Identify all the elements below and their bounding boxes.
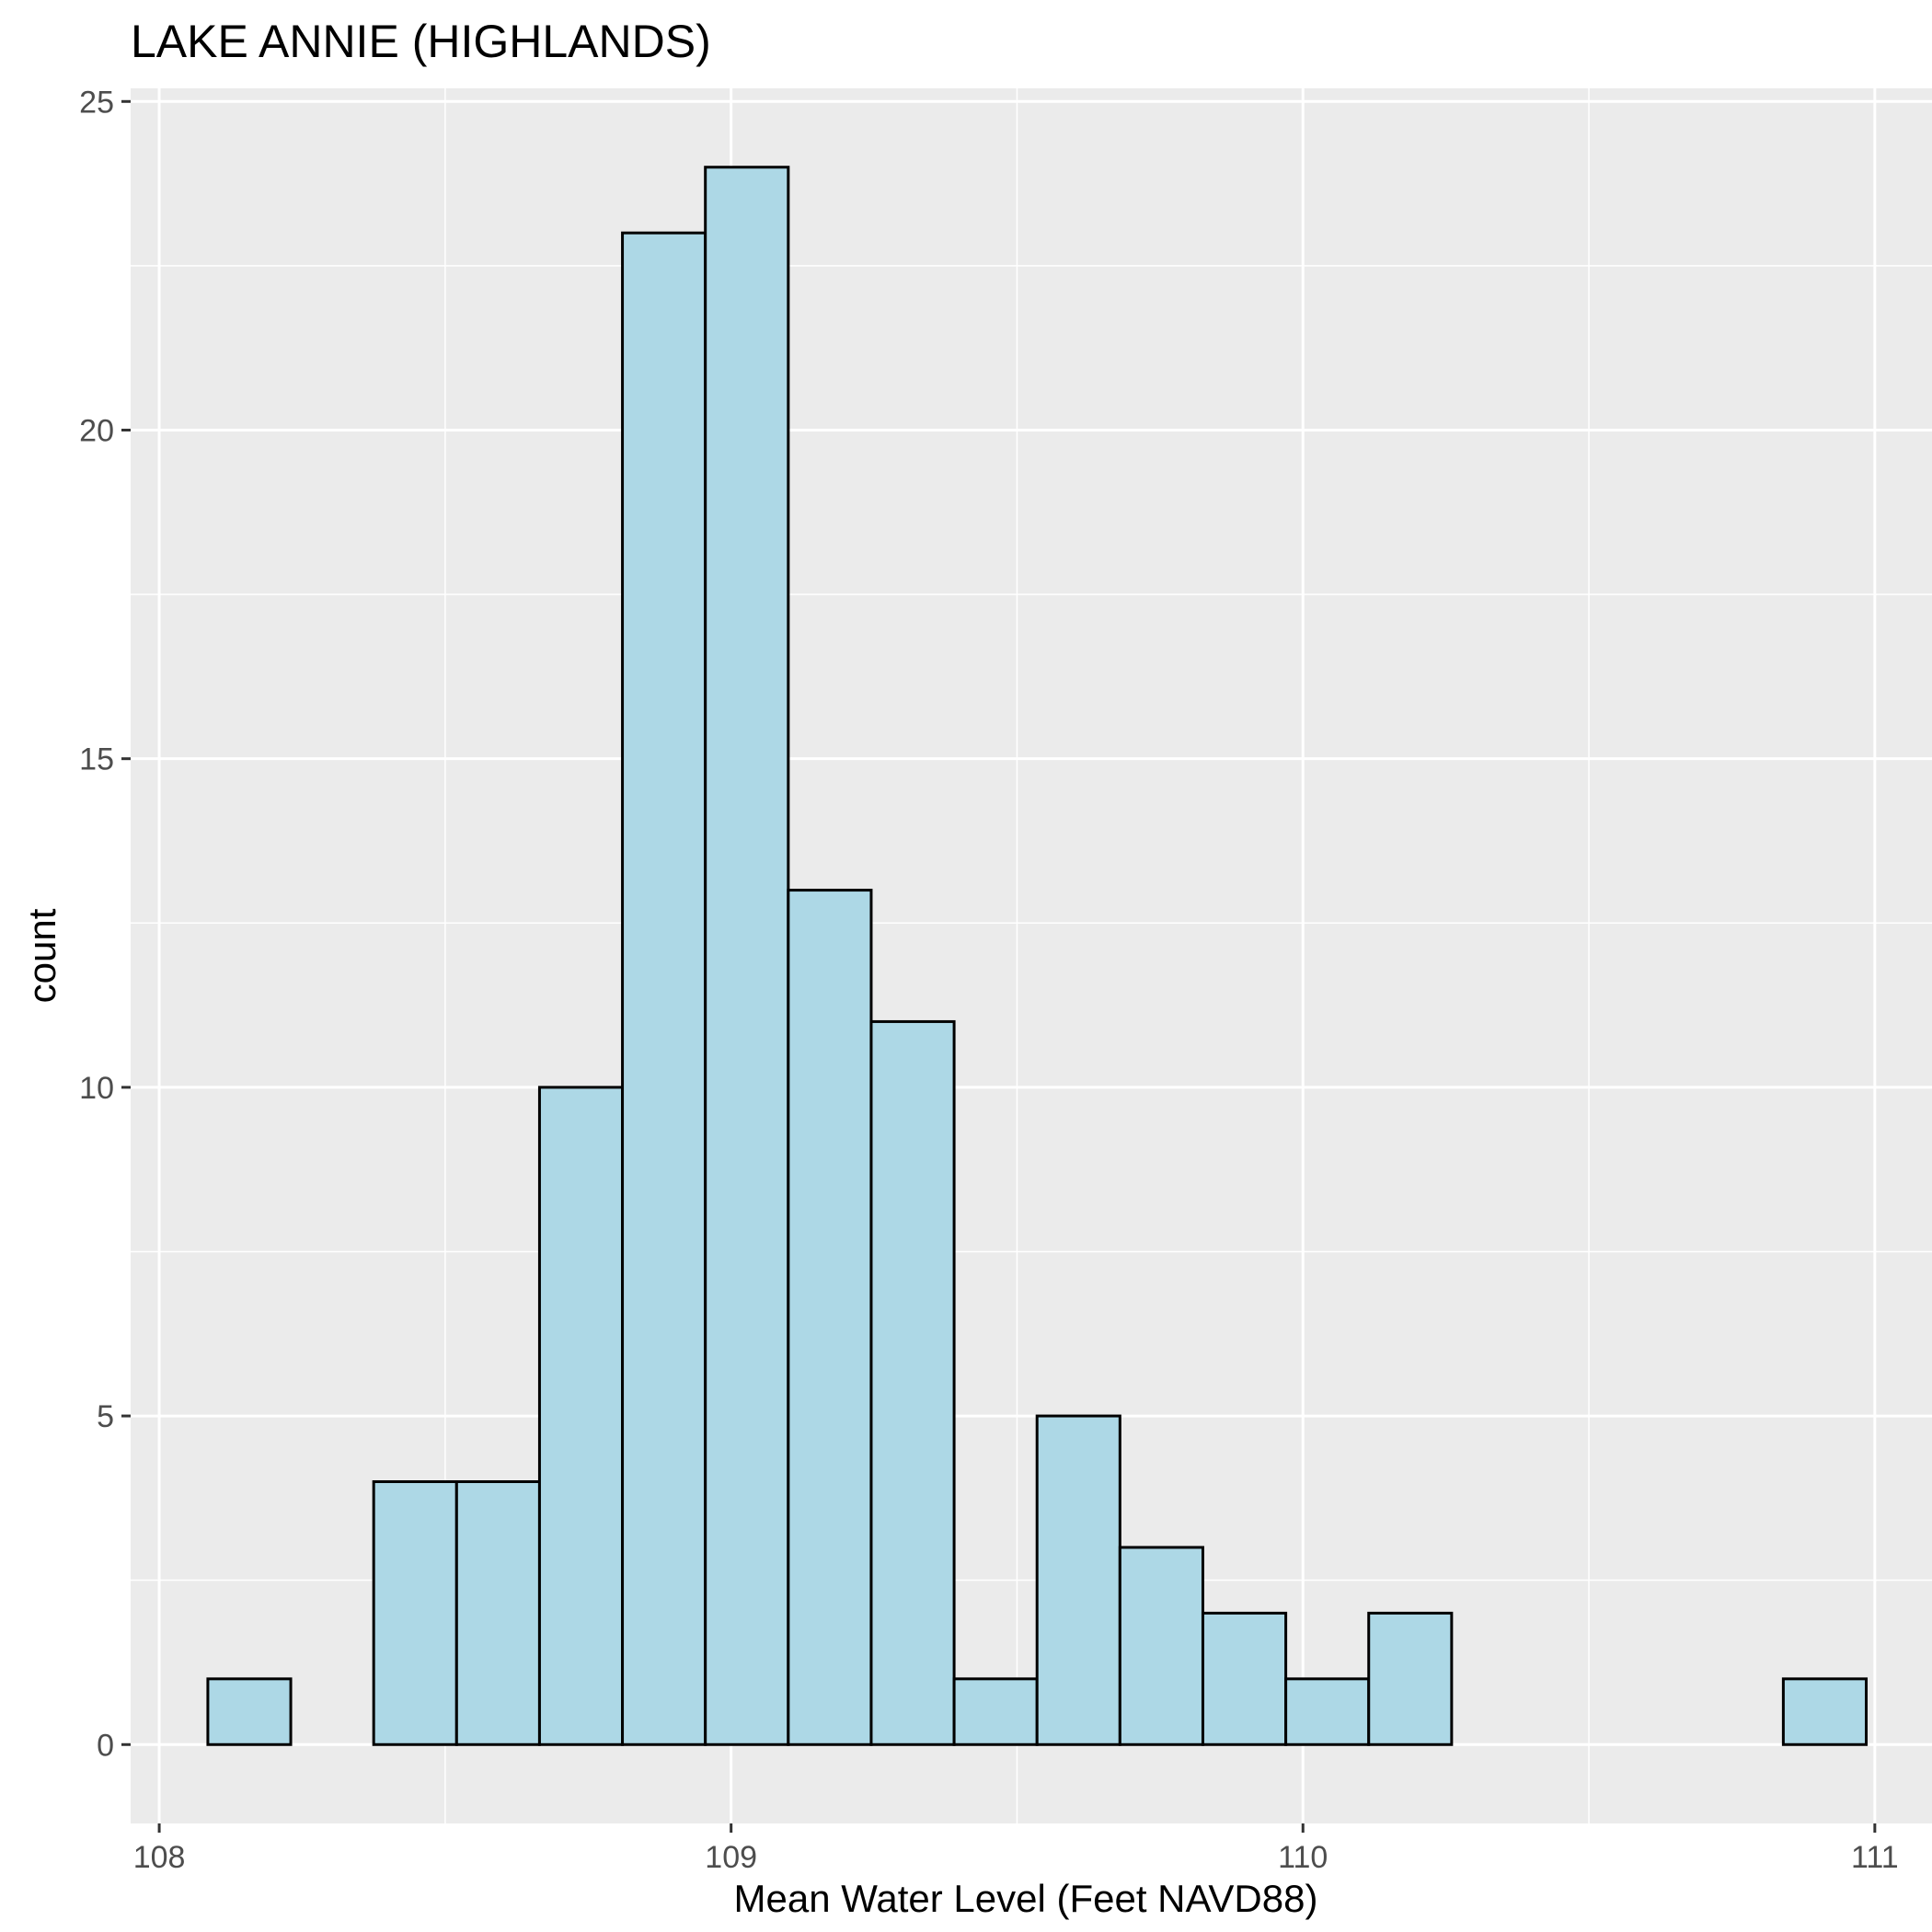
y-tick-label: 20 (79, 413, 114, 448)
y-tick-label: 25 (79, 85, 114, 120)
y-axis-title: count (20, 908, 63, 1003)
y-tick-label: 0 (97, 1728, 114, 1763)
histogram-bar (1781, 1677, 1869, 1746)
histogram-bar (1118, 1546, 1204, 1746)
chart-title: LAKE ANNIE (HIGHLANDS) (131, 16, 711, 67)
x-axis-title: Mean Water Level (Feet NAVD88) (734, 1877, 1318, 1920)
histogram-bar (1367, 1611, 1454, 1746)
histogram-bar (1201, 1611, 1288, 1746)
histogram-bar (1284, 1677, 1371, 1746)
x-tick-label: 111 (1851, 1840, 1899, 1875)
y-axis: 0 5 10 15 20 25 (79, 85, 131, 1763)
histogram-bar (1035, 1414, 1121, 1746)
x-tick-label: 108 (133, 1840, 186, 1875)
histogram-bar (372, 1480, 458, 1746)
histogram-bar (952, 1677, 1039, 1746)
histogram-bar (621, 231, 707, 1746)
x-axis: 108 109 110 111 (133, 1823, 1899, 1875)
histogram-bar (869, 1019, 956, 1746)
y-tick-label: 10 (79, 1071, 114, 1106)
histogram-bar (454, 1480, 541, 1746)
histogram-bar (206, 1677, 293, 1746)
histogram-bars (206, 166, 1869, 1746)
histogram-bar (704, 166, 790, 1746)
y-tick-label: 5 (97, 1399, 114, 1434)
histogram-bar (787, 889, 873, 1746)
histogram-bar (537, 1086, 625, 1746)
y-tick-label: 15 (79, 742, 114, 777)
x-tick-label: 110 (1278, 1840, 1328, 1875)
x-tick-label: 109 (705, 1840, 757, 1875)
